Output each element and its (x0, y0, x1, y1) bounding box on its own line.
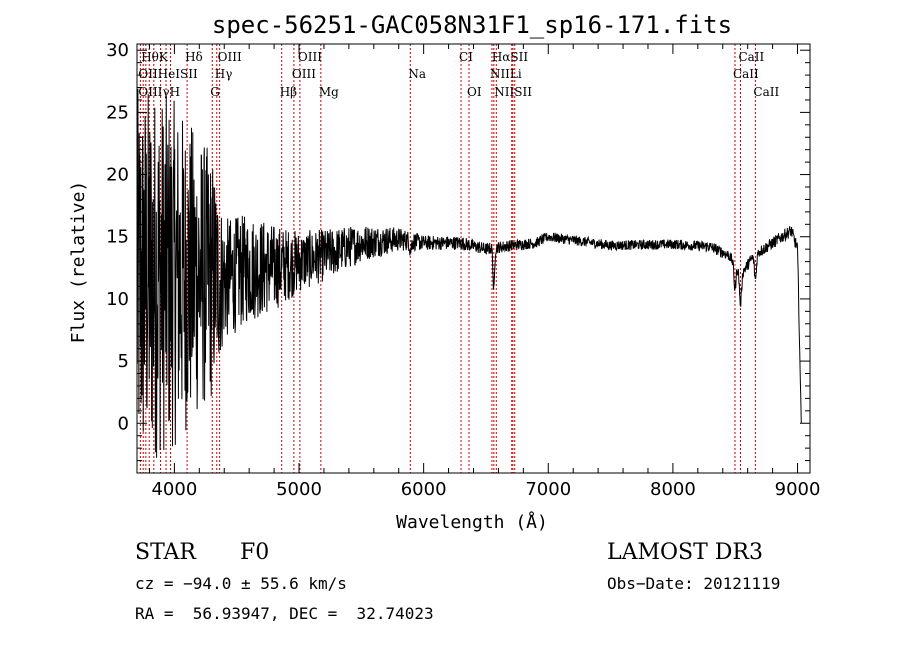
line-marker-lines (139, 44, 756, 473)
line-marker-label: Hγ (215, 67, 233, 81)
line-marker-label: Hδ (185, 50, 203, 64)
x-tick-label: 6000 (401, 479, 447, 500)
line-marker-label: NIISII (494, 85, 532, 99)
object-subclass: F0 (240, 540, 270, 565)
line-marker-label: OIII (298, 50, 322, 64)
line-marker-label: HαSII (492, 50, 529, 64)
y-tick-label: 10 (106, 289, 129, 310)
line-marker-label: OIII (292, 67, 316, 81)
y-tick-label: 20 (106, 165, 129, 186)
y-tick-label: 5 (118, 351, 129, 372)
line-marker-label: CI (459, 50, 473, 64)
x-axis-label: Wavelength (Å) (396, 511, 548, 533)
ra-dec-coordinates: RA = 56.93947, DEC = 32.74023 (135, 604, 434, 623)
x-tick-label: 9000 (775, 479, 821, 500)
spectrum-chart: spec-56251-GAC058N31F1_sp16-171.fits HθK… (68, 11, 821, 533)
observation-date: Obs−Date: 20121119 (607, 574, 781, 593)
line-marker-label: OIIIγH (138, 85, 180, 99)
y-tick-label: 15 (106, 227, 129, 248)
line-marker-label: CaII (738, 50, 764, 64)
line-marker-label: OIII (218, 50, 242, 64)
line-marker-label: OI (467, 85, 482, 99)
line-marker-label: NIILi (490, 67, 522, 81)
redshift-velocity: cz = −94.0 ± 55.6 km/s (135, 574, 347, 593)
survey-name: LAMOST DR3 (607, 540, 763, 565)
object-class: STAR (135, 540, 196, 565)
y-axis: 0 5 10 15 20 25 30 (106, 40, 810, 474)
y-axis-label: Flux (relative) (68, 181, 89, 344)
x-tick-label: 7000 (525, 479, 571, 500)
x-tick-label: 5000 (276, 479, 322, 500)
line-marker-labels: HθK Hδ OIII OIII CI HαSII CaII OIIHeISII Hγ OIII N… (138, 50, 779, 99)
chart-title: spec-56251-GAC058N31F1_sp16-171.fits (212, 11, 732, 39)
plot-frame (136, 43, 811, 474)
line-marker-label: Mg (319, 85, 339, 99)
line-marker-label: CaII (733, 67, 759, 81)
line-marker-label: G (210, 85, 220, 99)
x-tick-label: 4000 (151, 479, 197, 500)
line-marker-label: HθK (141, 50, 169, 64)
line-marker-label: Na (408, 67, 426, 81)
spectrum-line (136, 88, 802, 458)
x-tick-label: 8000 (650, 479, 696, 500)
y-tick-label: 30 (106, 40, 129, 61)
y-tick-label: 25 (106, 102, 129, 123)
y-tick-label: 0 (118, 413, 129, 434)
x-axis: 4000 5000 6000 7000 8000 9000 (148, 44, 821, 500)
line-marker-label: Hβ (280, 85, 297, 99)
line-marker-label: OIIHeISII (138, 67, 198, 81)
line-marker-label: CaII (753, 85, 779, 99)
